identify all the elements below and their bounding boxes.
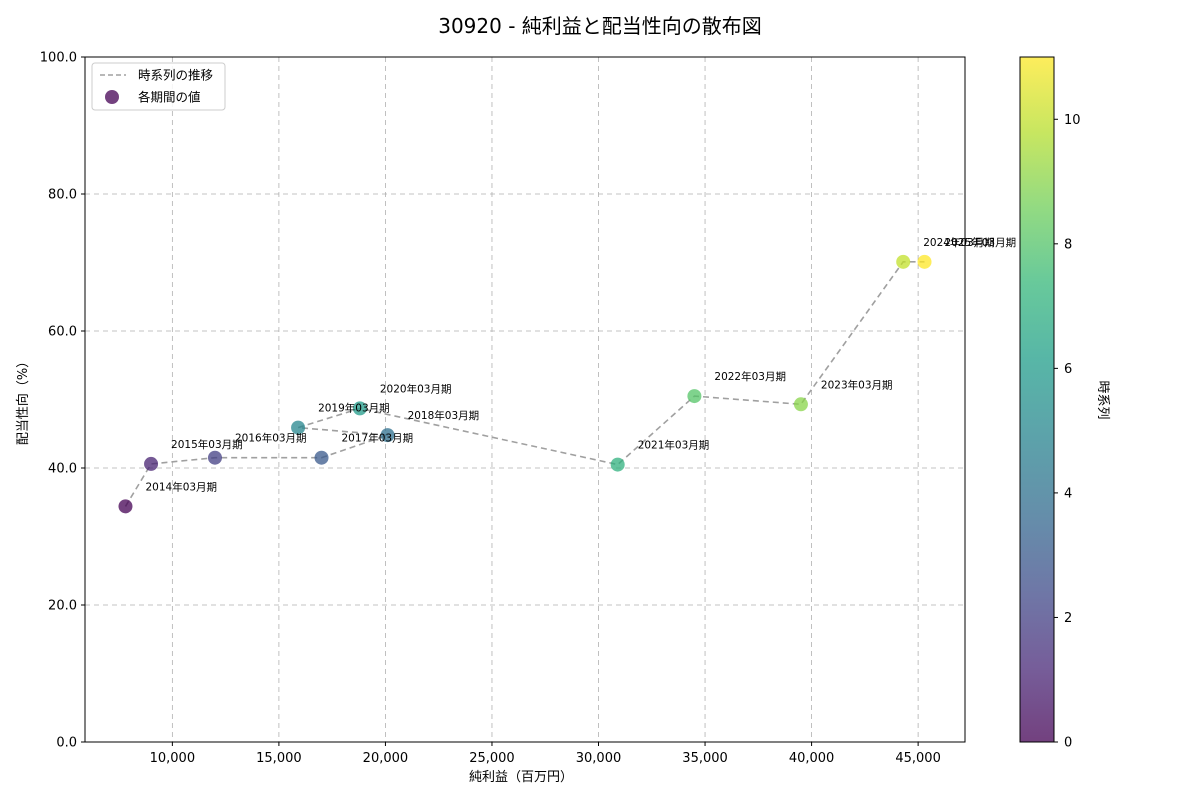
data-point [380, 428, 395, 443]
chart-title: 30920 - 純利益と配当性向の散布図 [438, 14, 762, 38]
colorbar: 0 2 4 6 8 10 時系列 [1019, 56, 1110, 751]
data-point [118, 499, 133, 514]
x-axis-label: 純利益（百万円） [469, 770, 573, 785]
point-label: 2014年03月期 [145, 480, 217, 493]
colorbar-tick-label: 4 [1064, 486, 1072, 501]
point-label: 2025年03月期 [945, 236, 1017, 249]
y-tick-label: 100.0 [40, 51, 77, 66]
point-label: 2021年03月期 [638, 439, 710, 452]
trend-line [124, 261, 925, 507]
x-tick-label: 10,000 [150, 751, 196, 766]
data-point [291, 420, 306, 435]
colorbar-tick-label: 6 [1064, 362, 1072, 377]
legend-label-points: 各期間の値 [138, 90, 201, 105]
y-axis-label: 配当性向（%） [15, 355, 31, 445]
x-tick-label: 15,000 [256, 751, 302, 766]
x-axis: 10,000 15,000 20,000 25,000 30,000 35,000 40,0… [150, 742, 941, 766]
legend-marker-swatch [105, 90, 119, 104]
point-label: 2020年03月期 [380, 382, 452, 395]
point-label: 2018年03月期 [408, 409, 480, 422]
colorbar-label: 時系列 [1095, 380, 1110, 419]
point-label: 2023年03月期 [821, 378, 893, 391]
y-tick-label: 20.0 [48, 599, 77, 614]
point-label: 2017年03月期 [342, 432, 414, 445]
points-group [118, 254, 932, 514]
colorbar-gradient [1019, 56, 1055, 743]
y-tick-label: 0.0 [56, 736, 77, 751]
x-tick-label: 45,000 [895, 751, 941, 766]
data-point [314, 450, 329, 465]
data-point [917, 254, 932, 269]
data-point [144, 456, 159, 471]
point-label: 2015年03月期 [171, 438, 243, 451]
trend-line-group [124, 261, 925, 507]
colorbar-tick-label: 8 [1064, 237, 1072, 252]
data-point [896, 254, 911, 269]
colorbar-ticks: 0 2 4 6 8 10 [1054, 113, 1081, 751]
legend: 時系列の推移 各期間の値 [91, 62, 226, 111]
colorbar-tick-label: 0 [1064, 736, 1072, 751]
colorbar-tick-label: 2 [1064, 611, 1072, 626]
y-tick-label: 60.0 [48, 325, 77, 340]
x-tick-label: 25,000 [469, 751, 515, 766]
plot-area [84, 56, 966, 743]
data-point [207, 450, 222, 465]
data-point [793, 397, 808, 412]
x-tick-label: 20,000 [363, 751, 409, 766]
x-tick-label: 35,000 [682, 751, 728, 766]
x-tick-label: 30,000 [576, 751, 622, 766]
point-label: 2022年03月期 [714, 370, 786, 383]
point-label: 2016年03月期 [235, 432, 307, 445]
colorbar-tick-label: 10 [1064, 113, 1081, 128]
data-point [610, 457, 625, 472]
x-tick-label: 40,000 [789, 751, 835, 766]
point-label: 2019年03月期 [318, 402, 390, 415]
grid [85, 57, 965, 742]
y-axis: 0.0 20.0 40.0 60.0 80.0 100.0 [40, 51, 85, 751]
data-point [687, 389, 702, 404]
data-point [352, 401, 367, 416]
y-tick-label: 40.0 [48, 462, 77, 477]
point-label: 2024年03月期 [923, 236, 995, 249]
y-tick-label: 80.0 [48, 188, 77, 203]
legend-label-trend: 時系列の推移 [138, 68, 213, 83]
